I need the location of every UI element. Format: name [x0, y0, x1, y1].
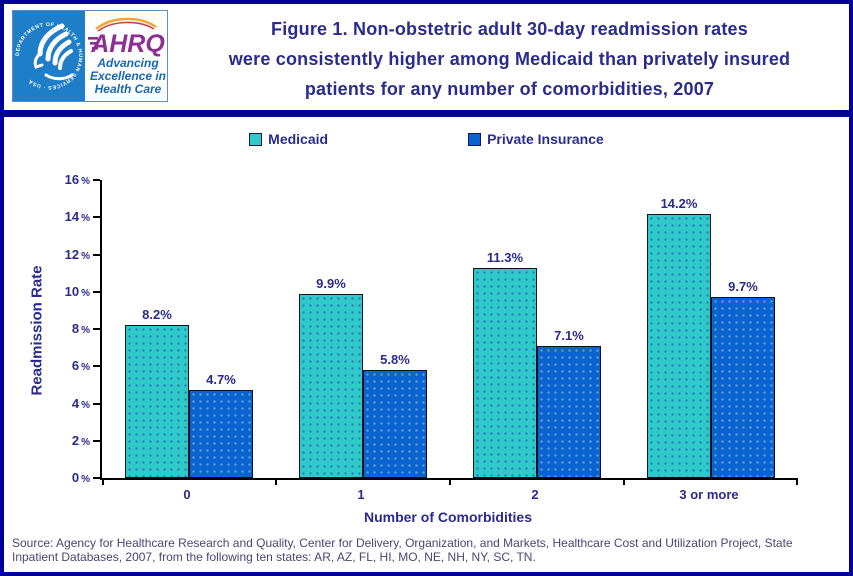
chart-legend: Medicaid Private Insurance [4, 131, 849, 147]
y-tick-label: 16% [64, 172, 90, 187]
y-tick-label: 14% [64, 209, 90, 225]
figure-title: Figure 1. Non-obstetric adult 30-day rea… [170, 14, 849, 104]
x-tick-label: 3 or more [679, 487, 739, 502]
y-tick-label: 10% [64, 283, 90, 299]
y-tick-mark [93, 328, 100, 330]
bar-wrap: 9.7% [711, 279, 775, 478]
y-tick-mark [93, 477, 100, 479]
y-tick-mark [93, 216, 100, 219]
y-tick-label: 0% [71, 470, 90, 485]
legend-label-private-insurance: Private Insurance [487, 131, 604, 147]
svg-text:Excellence in: Excellence in [90, 69, 166, 83]
bar-wrap: 7.1% [537, 328, 601, 478]
bar-wrap: 9.9% [299, 276, 363, 478]
bar-group: 8.2% 4.7% [102, 180, 276, 478]
x-axis-title: Number of Comorbidities [363, 509, 532, 525]
x-tick-label: 0 [183, 487, 191, 502]
y-tick-label: 4% [71, 395, 90, 411]
x-tick-mark [796, 478, 798, 485]
bar-medicaid [299, 293, 363, 478]
bar-wrap: 4.7% [189, 372, 253, 478]
source-note-line-2: Inpatient Databases, 2007, from the foll… [12, 550, 536, 564]
bar-value-label: 4.7% [206, 372, 236, 388]
x-tick-label: 2 [531, 487, 539, 502]
ahrq-logo-graphic: DEPARTMENT OF HEALTH & HUMAN SERVICES · … [12, 10, 168, 102]
y-tick-label: 2% [71, 432, 90, 448]
y-tick-label: 8% [71, 321, 90, 336]
bar-value-label: 8.2% [142, 307, 172, 323]
x-tick-label: 1 [357, 487, 365, 502]
x-tick-mark [449, 478, 451, 485]
hhs-eagle-icon [33, 23, 74, 81]
ahrq-hhs-logo: DEPARTMENT OF HEALTH & HUMAN SERVICES · … [12, 10, 168, 102]
bar-wrap: 14.2% [647, 196, 711, 478]
bar-private-insurance [711, 297, 775, 478]
bar-medicaid [647, 213, 711, 478]
y-tick-label: 12% [64, 246, 90, 262]
bar-value-label: 7.1% [554, 327, 584, 343]
bar-value-label: 14.2% [660, 195, 698, 211]
bar-medicaid [473, 267, 537, 478]
bar-wrap: 5.8% [363, 352, 427, 478]
svg-text:Health Care: Health Care [95, 82, 162, 96]
x-tick-mark [275, 478, 277, 485]
bar-value-label: 5.8% [380, 351, 410, 367]
bar-value-label: 11.3% [486, 249, 524, 265]
bar-group: 11.3% 7.1% [450, 180, 624, 478]
legend-item-private-insurance: Private Insurance [468, 131, 604, 147]
bar-private-insurance [189, 390, 253, 478]
medicaid-swatch-icon [249, 132, 263, 146]
svg-text:AHRQ: AHRQ [90, 30, 165, 58]
bar-wrap: 8.2% [125, 307, 189, 478]
bar-wrap: 11.3% [473, 250, 537, 478]
legend-item-medicaid: Medicaid [249, 131, 328, 147]
figure-title-line-2: were consistently higher among Medicaid … [228, 49, 791, 69]
header-divider [4, 110, 849, 117]
y-axis-tick-labels: 0% 2% 4% 6% 8% 10% 12% 14% 16% [4, 172, 90, 485]
figure-header: DEPARTMENT OF HEALTH & HUMAN SERVICES · … [4, 4, 849, 110]
bar-value-label: 9.7% [728, 279, 758, 295]
y-tick-label: 6% [71, 358, 90, 374]
private-insurance-swatch-icon [468, 132, 482, 146]
svg-text:Advancing: Advancing [96, 56, 159, 70]
hhs-seal-icon: DEPARTMENT OF HEALTH & HUMAN SERVICES · … [13, 11, 85, 101]
y-tick-mark [93, 402, 100, 405]
bar-group: 9.9% 5.8% [276, 180, 450, 478]
y-tick-mark [93, 290, 100, 293]
figure-title-line-3: patients for any number of comorbidities… [304, 79, 715, 99]
source-note: Source: Agency for Healthcare Research a… [12, 536, 842, 564]
bar-private-insurance [537, 345, 601, 478]
bar-medicaid [125, 325, 189, 478]
figure-title-line-1: Figure 1. Non-obstetric adult 30-day rea… [271, 19, 748, 39]
ahrq-wordmark: AHRQ Advancing Excellence in Health Care [88, 17, 166, 96]
bar-value-label: 9.9% [316, 275, 346, 291]
y-tick-mark [93, 253, 100, 256]
x-tick-mark [102, 478, 104, 485]
y-tick-mark [93, 365, 100, 368]
legend-label-medicaid: Medicaid [268, 131, 329, 147]
y-tick-mark [93, 439, 100, 442]
x-tick-mark [623, 478, 625, 485]
x-axis-tick-labels: 0 1 2 3 or more [100, 487, 796, 503]
source-note-line-1: Source: Agency for Healthcare Research a… [12, 536, 793, 550]
y-tick-mark [93, 179, 100, 181]
bar-private-insurance [363, 369, 427, 478]
bar-group: 14.2% 9.7% [624, 180, 798, 478]
plot-area: 8.2% 4.7% 9.9% 5.8% 11.3% 7.1% 14.2% 9.7% [93, 179, 798, 485]
